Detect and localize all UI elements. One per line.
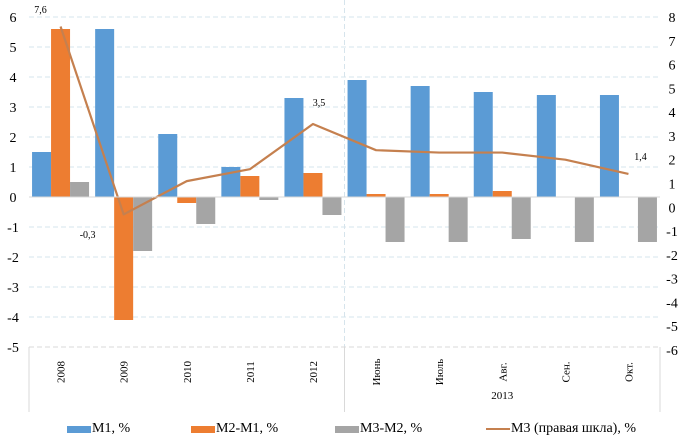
x-tick-label: Июль bbox=[434, 359, 446, 385]
x-tick-label: 2012 bbox=[308, 361, 320, 383]
y-right-tick: -3 bbox=[666, 273, 678, 288]
legend-label-m3: M3 (правая шкла), % bbox=[511, 421, 637, 436]
y-right-tick: 8 bbox=[669, 11, 676, 26]
y-right-tick: -1 bbox=[666, 225, 678, 240]
legend-label-m3-m2: M3-M2, % bbox=[360, 421, 423, 436]
x-tick-label: Окт. bbox=[623, 362, 635, 382]
legend-swatch-m3 bbox=[486, 428, 510, 430]
y-right-tick: 2 bbox=[669, 154, 676, 169]
line-m3 bbox=[59, 26, 629, 216]
legend-item-m2-m1: M2-M1, % bbox=[191, 421, 278, 437]
y-right-tick: 4 bbox=[669, 106, 676, 121]
data-labels: 7,6 -0,3 3,5 1,4 bbox=[34, 5, 646, 241]
data-label: -0,3 bbox=[80, 230, 96, 241]
y-left-tick: 4 bbox=[10, 71, 17, 86]
x-group-label: 2013 bbox=[491, 390, 514, 402]
bar-m2-m1--7 bbox=[492, 191, 512, 197]
y-right-tick: 6 bbox=[669, 59, 676, 74]
legend-item-m1: M1, % bbox=[67, 421, 130, 437]
y-right-tick: 7 bbox=[669, 35, 676, 50]
y-right-tick: 5 bbox=[669, 82, 676, 97]
legend-item-m3: M3 (правая шкла), % bbox=[486, 421, 636, 437]
x-tick-label: 2010 bbox=[182, 361, 194, 384]
x-tick-label: 2011 bbox=[245, 361, 257, 383]
y-left-tick: 2 bbox=[10, 131, 17, 146]
bar-m3-m2--5 bbox=[385, 197, 405, 242]
y-right-tick: -5 bbox=[666, 320, 678, 335]
legend-swatch-m1 bbox=[67, 425, 91, 433]
y-left-tick: 6 bbox=[10, 11, 17, 26]
data-label: 1,4 bbox=[634, 152, 647, 163]
bar-m1--4 bbox=[284, 98, 304, 197]
bar-m1--6 bbox=[410, 86, 430, 197]
y-right-tick: -6 bbox=[666, 344, 678, 359]
bar-m2-m1--2 bbox=[177, 197, 197, 203]
bar-m3-m2--8 bbox=[574, 197, 594, 242]
bar-m3-m2--6 bbox=[448, 197, 468, 242]
bar-m2-m1--5 bbox=[366, 194, 386, 197]
y-left-tick: -1 bbox=[7, 221, 19, 236]
y-right-tick: 1 bbox=[669, 178, 676, 193]
bar-m3-m2--1 bbox=[133, 197, 153, 251]
m3-line bbox=[59, 26, 629, 216]
x-tick-label: Сен. bbox=[560, 361, 572, 382]
y-left-tick: -3 bbox=[7, 281, 19, 296]
bar-m3-m2--9 bbox=[637, 197, 657, 242]
bar-m1--9 bbox=[599, 95, 619, 197]
bar-m1--2 bbox=[158, 134, 178, 197]
bar-m3-m2--7 bbox=[511, 197, 531, 239]
y-right-tick: -4 bbox=[666, 296, 678, 311]
y-left-tick: 1 bbox=[10, 161, 17, 176]
x-tick-label: 2008 bbox=[56, 361, 68, 384]
y-right-tick: 0 bbox=[669, 201, 676, 216]
bar-m1--0 bbox=[32, 152, 52, 197]
legend: M1, % M2-M1, % M3-M2, % M3 (правая шкла)… bbox=[0, 421, 685, 441]
y-left-tick: 3 bbox=[10, 101, 17, 116]
bar-m3-m2--4 bbox=[322, 197, 342, 215]
bar-m3-m2--3 bbox=[259, 197, 279, 200]
bar-m2-m1--1 bbox=[114, 197, 134, 320]
y-left-tick: -2 bbox=[7, 251, 19, 266]
y-left-tick: 0 bbox=[10, 191, 17, 206]
y-left-tick: -5 bbox=[7, 341, 19, 356]
data-label: 3,5 bbox=[313, 98, 326, 109]
bar-m3-m2--2 bbox=[196, 197, 216, 224]
bar-m1--5 bbox=[347, 80, 367, 197]
bar-m3-m2--0 bbox=[70, 182, 90, 197]
x-tick-label: 2009 bbox=[119, 361, 131, 384]
bar-m1--1 bbox=[95, 29, 115, 197]
bar-m2-m1--4 bbox=[303, 173, 323, 197]
legend-label-m2-m1: M2-M1, % bbox=[216, 421, 279, 436]
legend-label-m1: M1, % bbox=[92, 421, 131, 436]
legend-swatch-m3-m2 bbox=[335, 425, 359, 433]
data-label: 7,6 bbox=[34, 5, 47, 16]
bar-m2-m1--0 bbox=[51, 29, 71, 197]
y-left-tick: 5 bbox=[10, 41, 17, 56]
bar-m2-m1--3 bbox=[240, 176, 260, 197]
y-left-tick: -4 bbox=[7, 311, 19, 326]
bar-m2-m1--6 bbox=[429, 194, 449, 197]
legend-swatch-m2-m1 bbox=[191, 425, 215, 433]
axes: 6 5 4 3 2 1 0 -1 -2 -3 -4 -5 8 7 6 5 4 3 2 1 0 -1 -2 -3 -4 -5 -6 20… bbox=[7, 11, 678, 412]
x-tick-label: Авг. bbox=[497, 362, 509, 381]
bar-m1--8 bbox=[536, 95, 556, 197]
bar-m1--7 bbox=[473, 92, 493, 197]
y-right-tick: 3 bbox=[669, 130, 676, 145]
x-tick-label: Июнь bbox=[371, 358, 383, 385]
y-right-tick: -2 bbox=[666, 249, 678, 264]
legend-item-m3-m2: M3-M2, % bbox=[335, 421, 422, 437]
